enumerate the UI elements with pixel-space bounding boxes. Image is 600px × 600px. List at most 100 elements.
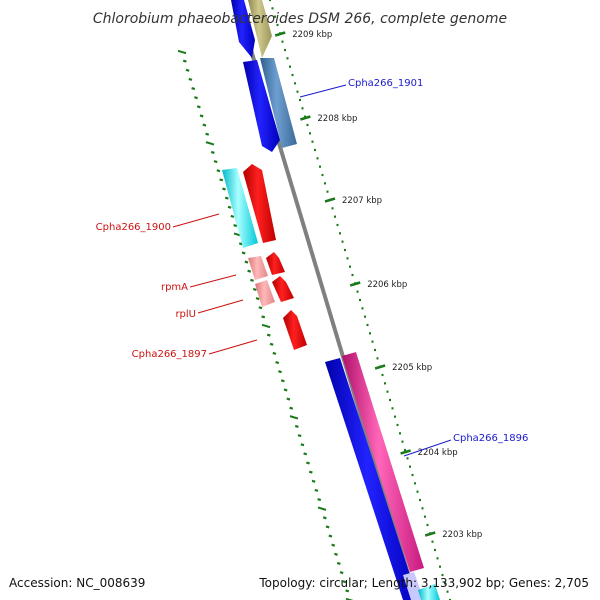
inner-tick: [283, 388, 288, 392]
inner-tick: [297, 434, 302, 438]
ruler-major-tick: [374, 364, 386, 370]
gene-block-pink-rplU: [255, 280, 275, 307]
inner-tick: [222, 187, 226, 191]
ruler-major-tick: [400, 449, 411, 455]
inner-tick: [261, 323, 271, 329]
gene-block-red-rplU: [272, 276, 294, 302]
gene-block-lavender: [403, 572, 424, 600]
inner-tick: [216, 169, 221, 173]
gene-label[interactable]: Cpha266_1901: [348, 78, 423, 89]
inner-tick: [317, 497, 322, 502]
inner-tick: [269, 342, 274, 346]
gene-block-red-rpmA: [266, 252, 285, 275]
ruler-labels: 2209 kbp 2208 kbp 2207 kbp 2206 kbp 2205 kbp…: [274, 30, 482, 540]
inner-tick: [275, 360, 280, 365]
inner-tick-marks: [177, 49, 354, 600]
gene-block-red-1897: [283, 310, 307, 350]
gene-block-blue-1901a: [243, 60, 280, 152]
inner-tick: [219, 178, 224, 182]
inner-tick: [303, 452, 308, 456]
inner-tick: [308, 470, 313, 474]
inner-tick: [244, 260, 249, 264]
inner-tick: [205, 132, 210, 136]
gene-block-blue-1896: [325, 358, 418, 600]
inner-tick: [224, 196, 229, 200]
ruler-major-tick: [324, 197, 336, 203]
inner-tick: [336, 561, 341, 566]
inner-tick: [196, 105, 201, 109]
inner-tick: [202, 123, 207, 127]
inner-tick: [233, 223, 238, 228]
inner-tick: [252, 287, 257, 292]
inner-tick: [266, 333, 271, 337]
inner-tick: [314, 488, 319, 492]
ruler-label: 2205 kbp: [392, 363, 432, 373]
gene-label[interactable]: rpmA: [161, 282, 188, 293]
inner-tick: [205, 141, 215, 146]
inner-tick: [345, 589, 350, 593]
ruler-label: 2203 kbp: [442, 530, 482, 540]
inner-tick: [191, 86, 196, 91]
inner-tick: [241, 251, 246, 255]
ruler-label: 2209 kbp: [292, 30, 332, 40]
inner-tick: [185, 68, 190, 72]
inner-tick: [280, 379, 285, 383]
ruler-major-tick: [274, 31, 286, 37]
gene-label[interactable]: Cpha266_1897: [132, 349, 207, 360]
inner-tick: [194, 96, 198, 100]
inner-tick: [188, 77, 193, 81]
gene-block-blue-top: [231, 0, 255, 58]
gene-block-khaki: [248, 0, 272, 58]
gene-label[interactable]: rplU: [175, 309, 196, 320]
inner-tick: [177, 49, 187, 55]
ruler-label: 2206 kbp: [367, 280, 407, 290]
inner-tick: [331, 543, 336, 547]
inner-tick: [182, 59, 187, 63]
gene-block-steel-1901: [260, 58, 297, 148]
inner-tick: [227, 205, 232, 209]
inner-tick: [213, 160, 218, 164]
gene-label-leader: [299, 84, 347, 98]
accession-text: Accession: NC_008639: [9, 576, 145, 590]
ruler-major-tick: [300, 115, 311, 121]
inner-tick: [250, 278, 254, 282]
inner-tick: [342, 580, 347, 584]
inner-tick: [230, 214, 235, 218]
gene-block-cyan-1900: [222, 168, 258, 248]
gene-label[interactable]: Cpha266_1896: [453, 433, 528, 444]
genome-title: Chlorobium phaeobacteroides DSM 266, com…: [93, 11, 507, 27]
inner-tick: [300, 443, 305, 447]
inner-tick: [334, 552, 338, 556]
inner-tick: [278, 370, 282, 374]
inner-tick: [289, 406, 294, 410]
inner-tick: [345, 597, 354, 600]
gene-label[interactable]: Cpha266_1900: [96, 222, 171, 233]
inner-tick: [286, 397, 291, 401]
inner-tick: [306, 461, 310, 465]
inner-tick: [311, 479, 316, 483]
ruler-label: 2204 kbp: [418, 448, 458, 458]
gene-block-magenta-1896: [342, 352, 424, 572]
gene-blocks: [222, 0, 440, 600]
inner-tick: [325, 525, 330, 529]
inner-tick: [294, 424, 299, 429]
gene-block-pink-rpmA: [248, 256, 268, 280]
inner-tick: [247, 269, 252, 273]
ruler-major-tick: [424, 531, 436, 537]
topology-text: Topology: circular; Length: 3,133,902 bp…: [258, 576, 589, 590]
inner-tick: [255, 297, 260, 301]
inner-tick: [289, 415, 299, 420]
ruler-label: 2208 kbp: [317, 114, 357, 124]
gene-label-leader: [189, 274, 237, 288]
gene-block-cyan-bottom: [418, 584, 440, 600]
ruler-major-tick: [349, 281, 361, 287]
inner-tick: [258, 306, 263, 310]
ruler-label: 2207 kbp: [342, 196, 382, 206]
gene-label-leader: [403, 439, 452, 457]
gene-label-leader: [208, 339, 258, 355]
gene-label-leader: [172, 213, 220, 228]
inner-tick: [272, 351, 277, 355]
inner-tick: [322, 516, 327, 520]
